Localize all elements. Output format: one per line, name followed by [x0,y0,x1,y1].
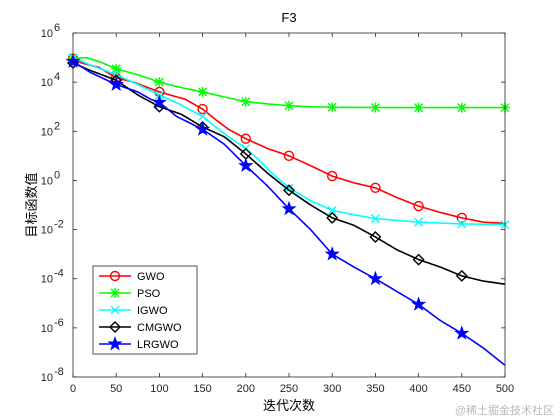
marker-lrgwo [454,325,470,340]
marker-igwo [284,183,294,193]
legend-label: GWO [137,271,165,283]
x-tick-label: 200 [237,383,255,395]
marker-lrgwo [194,121,211,136]
legend-items: GWO PSO IGWO CMGWO LRGWO [99,270,182,351]
marker-gwo [240,133,252,144]
marker-pso [327,102,338,113]
legend-item-lrgwo: LRGWO [99,335,179,351]
legend-item-cmgwo: CMGWO [99,321,182,334]
marker-lrgwo [367,270,384,286]
legend-item-pso: PSO [99,288,161,300]
x-tick-label: 350 [366,383,384,395]
legend-marker [110,288,120,298]
marker-cmgwo [412,253,425,266]
x-tick-label: 150 [193,383,211,395]
y-tick-exponent: -8 [54,366,64,378]
marker-cmgwo [326,211,339,224]
legend-marker [110,305,120,315]
marker-igwo [198,111,208,121]
marker-gwo [197,103,208,115]
y-tick-label: 10 [41,323,53,335]
y-tick-exponent: 6 [54,22,60,34]
legend-item-gwo: GWO [99,270,165,283]
marker-lrgwo [410,296,427,311]
legend-marker [109,270,121,282]
y-tick-exponent: 4 [54,71,60,83]
marker-lrgwo [238,157,254,173]
marker-gwo [370,182,381,194]
y-tick-exponent: -2 [54,219,64,231]
x-tick-label: 450 [453,383,471,395]
y-tick-label: 10 [41,274,53,286]
y-tick-label: 10 [41,126,53,138]
marker-pso [370,102,381,113]
marker-igwo [414,217,424,227]
legend-label: CMGWO [137,322,182,334]
x-tick-label: 50 [110,383,122,395]
y-tick-label: 10 [41,175,53,187]
y-tick-exponent: 0 [54,169,60,181]
watermark: @稀土掘金技术社区 [455,403,554,417]
series-line-cmgwo [72,62,506,285]
marker-pso [240,96,251,107]
y-tick-label: 10 [41,372,53,384]
marker-gwo [413,200,424,212]
x-axis-label: 迭代次数 [263,398,315,413]
marker-igwo [327,205,337,215]
series-layer [65,53,510,366]
legend-label: LRGWO [137,339,179,351]
legend-marker [107,335,123,351]
marker-lrgwo [151,94,168,109]
legend-label: IGWO [137,305,168,317]
marker-gwo [283,150,295,162]
y-axis-label: 目标函数值 [24,172,39,237]
legend-item-igwo: IGWO [99,305,168,317]
y-tick-exponent: -6 [54,317,64,329]
marker-cmgwo [283,184,295,197]
y-tick-exponent: -4 [54,268,64,280]
marker-pso [456,102,467,113]
x-tick-label: 400 [409,383,427,395]
tick-layer: 0 50 100 150 200 250 300 350 400 450 50010-810-610… [41,22,514,395]
marker-pso [413,102,424,113]
marker-igwo [457,219,467,229]
marker-pso [197,86,208,97]
y-tick-label: 10 [41,28,53,40]
marker-pso [154,77,165,88]
marker-pso [111,63,122,74]
marker-lrgwo [281,200,297,216]
x-tick-label: 500 [496,383,514,395]
chart-title: F3 [281,10,296,25]
marker-cmgwo [369,230,382,243]
x-tick-label: 100 [150,383,168,395]
marker-gwo [327,170,338,182]
marker-gwo [456,212,467,224]
x-tick-label: 300 [323,383,341,395]
marker-igwo [370,214,380,224]
legend: GWO PSO IGWO CMGWO LRGWO [92,265,198,355]
y-tick-label: 10 [41,225,53,237]
y-tick-label: 10 [41,77,53,89]
y-tick-exponent: 2 [54,120,60,132]
legend-marker [109,321,121,333]
marker-cmgwo [455,269,468,282]
x-tick-label: 0 [70,383,76,395]
series-line-gwo [72,57,506,225]
marker-pso [284,100,294,111]
marker-lrgwo [324,246,340,261]
x-tick-label: 250 [280,383,298,395]
legend-label: PSO [137,288,161,300]
marker-lrgwo [108,76,124,92]
